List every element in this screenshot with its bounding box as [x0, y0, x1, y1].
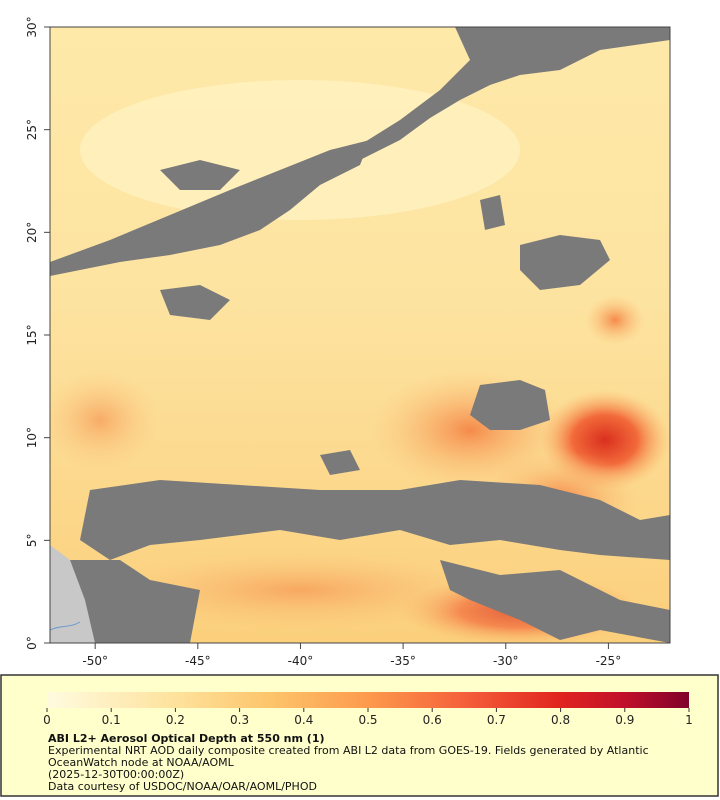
colorbar-tick-label: 0.1	[102, 713, 121, 727]
caption-description: Experimental NRT AOD daily composite cre…	[48, 744, 649, 769]
colorbar-tick-label: 0.4	[294, 713, 313, 727]
y-tick-label: 25°	[25, 119, 39, 140]
colorbar-tick-label: 0.2	[166, 713, 185, 727]
colorbar	[47, 692, 689, 708]
y-tick-label: 5°	[25, 534, 39, 548]
colorbar-tick-label: 0	[43, 713, 51, 727]
colorbar-tick-label: 0.5	[358, 713, 377, 727]
x-tick-label: -40°	[288, 654, 314, 668]
x-tick-label: -30°	[493, 654, 519, 668]
caption-title: ABI L2+ Aerosol Optical Depth at 550 nm …	[48, 732, 325, 745]
map-image	[50, 27, 670, 643]
colorbar-tick-label: 0.8	[551, 713, 570, 727]
colorbar-tick-label: 0.9	[615, 713, 634, 727]
caption: ABI L2+ Aerosol Optical Depth at 550 nm …	[48, 733, 688, 793]
axes: -50° -45° -40° -35° -30° -25° 0° 5° 10° 15° 20° 25°…	[25, 16, 621, 668]
y-tick-label: 0°	[25, 636, 39, 650]
caption-credit: Data courtesy of USDOC/NOAA/OAR/AOML/PHO…	[48, 780, 317, 793]
y-tick-label: 30°	[25, 16, 39, 37]
x-tick-label: -45°	[185, 654, 211, 668]
y-tick-label: 10°	[25, 427, 39, 448]
colorbar-tick-label: 0.6	[423, 713, 442, 727]
caption-time: (2025-12-30T00:00:00Z)	[48, 768, 185, 781]
y-tick-label: 20°	[25, 222, 39, 243]
colorbar-ticks: 0 0.1 0.2 0.3 0.4 0.5 0.6 0.7 0.8 0.9 1	[43, 708, 693, 727]
colorbar-tick-label: 0.3	[230, 713, 249, 727]
x-tick-label: -50°	[82, 654, 108, 668]
x-tick-label: -35°	[390, 654, 416, 668]
x-tick-label: -25°	[596, 654, 622, 668]
y-tick-label: 15°	[25, 324, 39, 345]
colorbar-tick-label: 1	[685, 713, 693, 727]
colorbar-tick-label: 0.7	[487, 713, 506, 727]
